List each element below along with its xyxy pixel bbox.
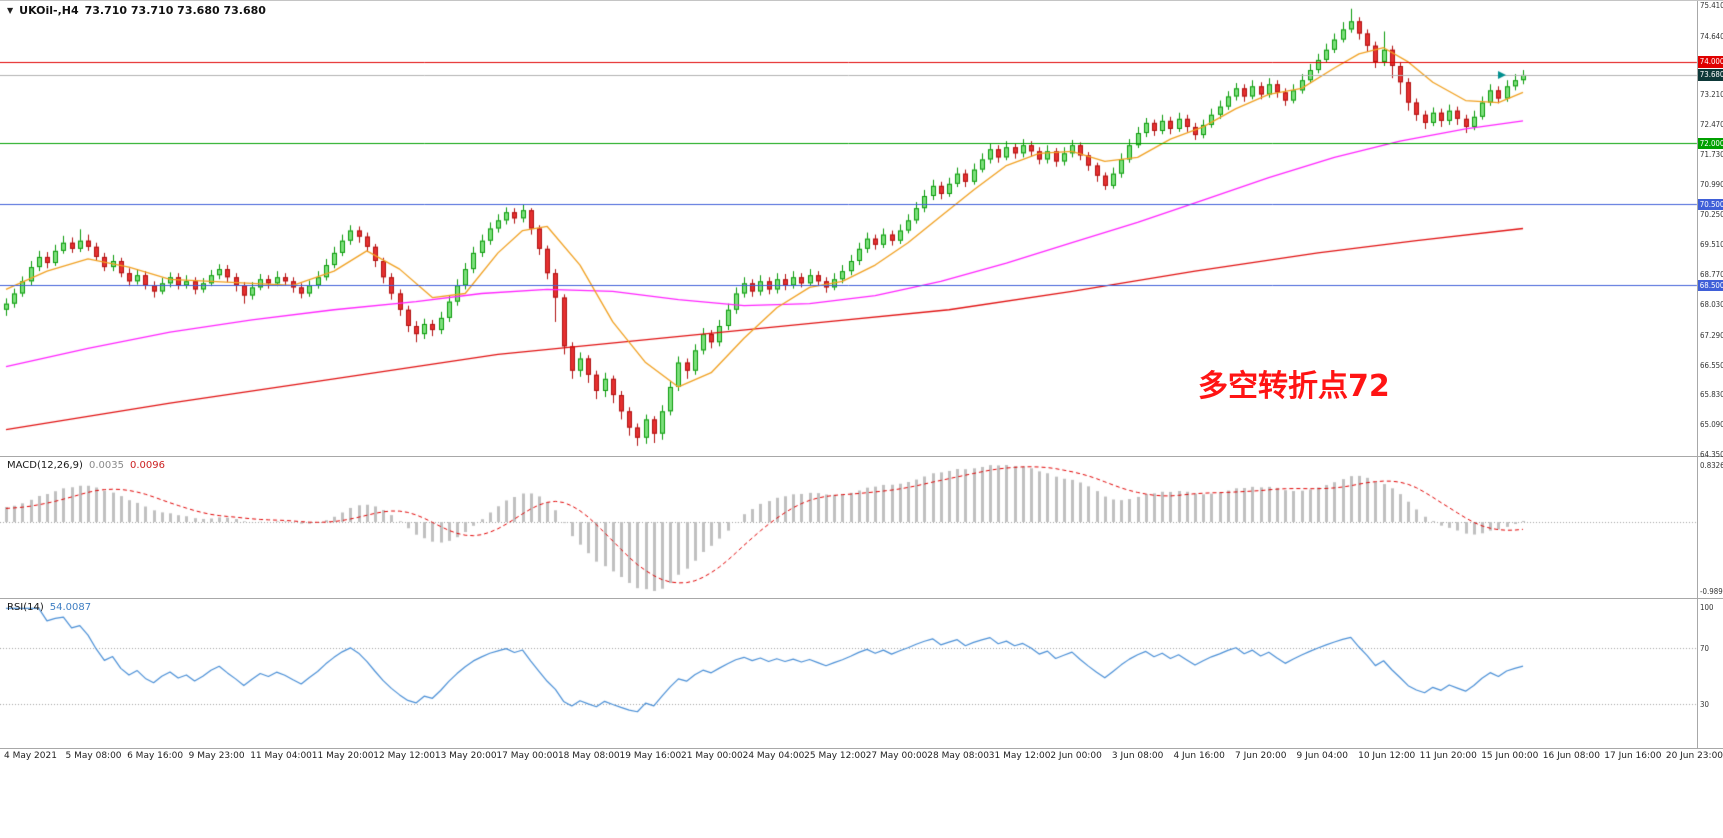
time-axis-label: 4 May 2021: [4, 751, 57, 761]
price-tick-label: 69.510: [1700, 240, 1723, 250]
time-axis-label: 11 May 20:00: [311, 751, 374, 761]
price-tick-label: 65.090: [1700, 419, 1723, 429]
time-axis-label: 3 Jun 08:00: [1111, 751, 1164, 761]
rsi-axis-label: 100: [1700, 603, 1714, 612]
price-tick-label: 66.550: [1700, 360, 1723, 370]
time-axis-label: 7 Jun 20:00: [1235, 751, 1287, 761]
price-axis[interactable]: 75.410 74.640 73.210 72.470 71.730 70.990 70.2…: [1697, 1, 1723, 748]
price-tick-label: 74.640: [1700, 31, 1723, 41]
time-axis-label: 28 May 08:00: [927, 751, 989, 761]
rsi-panel-divider[interactable]: [0, 598, 1723, 599]
time-axis-label: 12 May 12:00: [373, 751, 436, 761]
price-level-badge: 68.500: [1698, 279, 1723, 292]
price-tick-label: 67.290: [1700, 330, 1723, 340]
time-axis-label: 21 May 00:00: [681, 751, 743, 761]
macd-signal-value: 0.0096: [129, 460, 165, 471]
price-level-badge: 73.680: [1698, 69, 1723, 82]
price-tick-label: 64.350: [1700, 449, 1723, 459]
rsi-label: RSI(14) 54.0087: [7, 602, 91, 613]
time-axis-label: 9 Jun 04:00: [1296, 751, 1348, 761]
time-axis-divider: [0, 748, 1723, 749]
ohlc-values: 73.710 73.710 73.680 73.680: [84, 4, 266, 17]
time-axis-label: 16 Jun 08:00: [1542, 751, 1600, 761]
macd-panel-divider[interactable]: [0, 456, 1723, 457]
time-axis-label: 20 Jun 23:00: [1665, 751, 1723, 761]
price-tick-label: 75.410: [1700, 0, 1723, 10]
time-axis-label: 27 May 00:00: [865, 751, 928, 761]
time-axis-label: 15 Jun 00:00: [1481, 751, 1539, 761]
price-axis-divider: [1697, 1, 1698, 748]
time-axis[interactable]: 4 May 2021 5 May 08:00 6 May 16:00 9 May 23…: [0, 748, 1723, 766]
symbol-timeframe-label: UKOil-,H4: [19, 4, 79, 17]
rsi-name: RSI(14): [7, 602, 44, 613]
rsi-axis-label: 70: [1700, 644, 1709, 654]
macd-indicator-canvas[interactable]: [0, 457, 1723, 598]
price-chart-canvas[interactable]: [0, 1, 1723, 456]
price-tick-label: 70.990: [1700, 180, 1723, 190]
price-level-badge: 72.000: [1698, 137, 1723, 150]
rsi-axis-label: 30: [1700, 699, 1709, 709]
rsi-indicator-canvas[interactable]: [0, 599, 1723, 748]
time-axis-label: 13 May 20:00: [434, 751, 497, 761]
time-axis-label: 11 May 04:00: [250, 751, 312, 761]
time-axis-label: 4 Jun 16:00: [1173, 751, 1225, 761]
time-axis-label: 5 May 08:00: [65, 751, 122, 761]
price-tick-label: 71.730: [1700, 150, 1723, 160]
time-axis-label: 19 May 16:00: [619, 751, 682, 761]
price-tick-label: 73.210: [1700, 90, 1723, 100]
price-tick-label: 70.250: [1700, 210, 1723, 220]
price-tick-label: 68.030: [1700, 300, 1723, 310]
macd-label: MACD(12,26,9) 0.0035 0.0096: [7, 460, 165, 471]
macd-main-value: 0.0035: [88, 460, 124, 471]
macd-axis-label: -0.9897: [1700, 587, 1723, 596]
time-axis-label: 10 Jun 12:00: [1358, 751, 1416, 761]
chart-annotation-text: 多空转折点72: [1198, 369, 1390, 404]
time-axis-label: 24 May 04:00: [742, 751, 805, 761]
time-axis-label: 31 May 12:00: [988, 751, 1051, 761]
time-axis-label: 25 May 12:00: [804, 751, 866, 761]
time-axis-label: 17 May 00:00: [496, 751, 559, 761]
chart-dropdown-icon: ▼: [7, 5, 14, 15]
price-level-badge: 70.500: [1698, 198, 1723, 211]
time-axis-label: 17 Jun 16:00: [1604, 751, 1662, 761]
macd-name: MACD(12,26,9): [7, 460, 83, 471]
macd-axis-label: 0.8326: [1700, 461, 1723, 470]
price-tick-label: 65.830: [1700, 389, 1723, 399]
time-axis-label: 11 Jun 20:00: [1419, 751, 1477, 761]
price-tick-label: 68.770: [1700, 270, 1723, 280]
time-axis-label: 18 May 08:00: [557, 751, 620, 761]
time-axis-label: 6 May 16:00: [127, 751, 184, 761]
symbol-header: ▼ UKOil-,H4 73.710 73.710 73.680 73.680: [7, 4, 266, 17]
rsi-value: 54.0087: [49, 602, 92, 613]
price-tick-label: 72.470: [1700, 120, 1723, 130]
price-level-badge: 74.000: [1698, 56, 1723, 69]
time-axis-label: 9 May 23:00: [188, 751, 245, 761]
time-axis-label: 2 Jun 00:00: [1050, 751, 1102, 761]
